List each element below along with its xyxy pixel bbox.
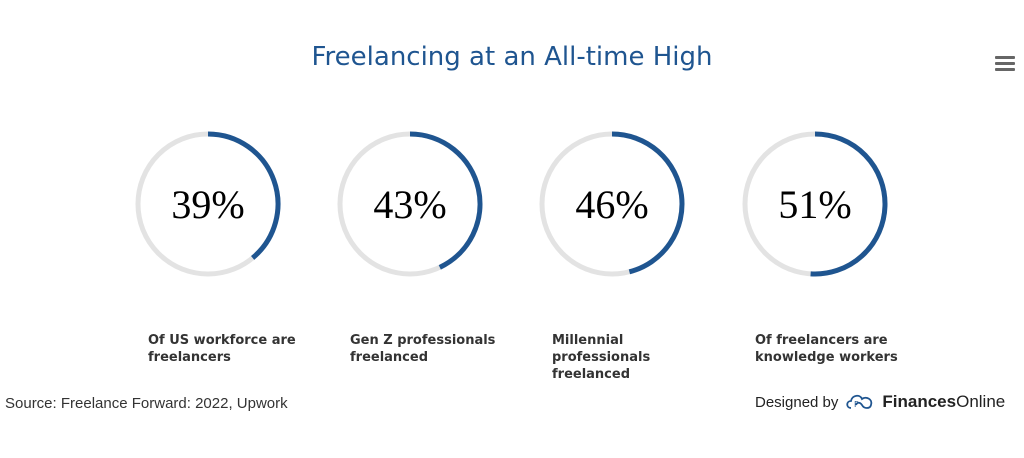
gauge-label: Of freelancers are knowledge workers <box>755 333 898 365</box>
source-note: Source: Freelance Forward: 2022, Upwork <box>5 395 288 412</box>
gauge-value: 39% <box>171 182 244 227</box>
gauge-label: Of US workforce are freelancers <box>148 333 296 365</box>
gauge-arc <box>409 131 483 270</box>
gauge: 46% <box>539 131 685 277</box>
gauge-value: 46% <box>575 182 648 227</box>
financesonline-logo-icon: F <box>846 394 873 409</box>
gauge: 51% <box>742 131 888 277</box>
gauge-label: Gen Z professionals freelanced <box>350 333 496 365</box>
gauge: 43% <box>337 131 483 277</box>
hamburger-menu-icon[interactable] <box>995 56 1015 72</box>
gauge-arc <box>611 131 685 275</box>
gauge: 39% <box>135 131 281 277</box>
gauge-value: 51% <box>778 182 851 227</box>
brand-name: FinancesOnline <box>882 392 1006 411</box>
gauge-value: 43% <box>373 182 446 227</box>
credit: Designed by F FinancesOnline <box>755 392 1005 412</box>
svg-text:F: F <box>854 400 859 409</box>
gauge-arc <box>810 131 888 277</box>
designed-by-text: Designed by <box>755 393 839 411</box>
gauge-label: Millennial professionals freelanced <box>552 333 651 382</box>
chart-title: Freelancing at an All-time High <box>311 42 713 72</box>
gauge-arc <box>207 131 281 260</box>
